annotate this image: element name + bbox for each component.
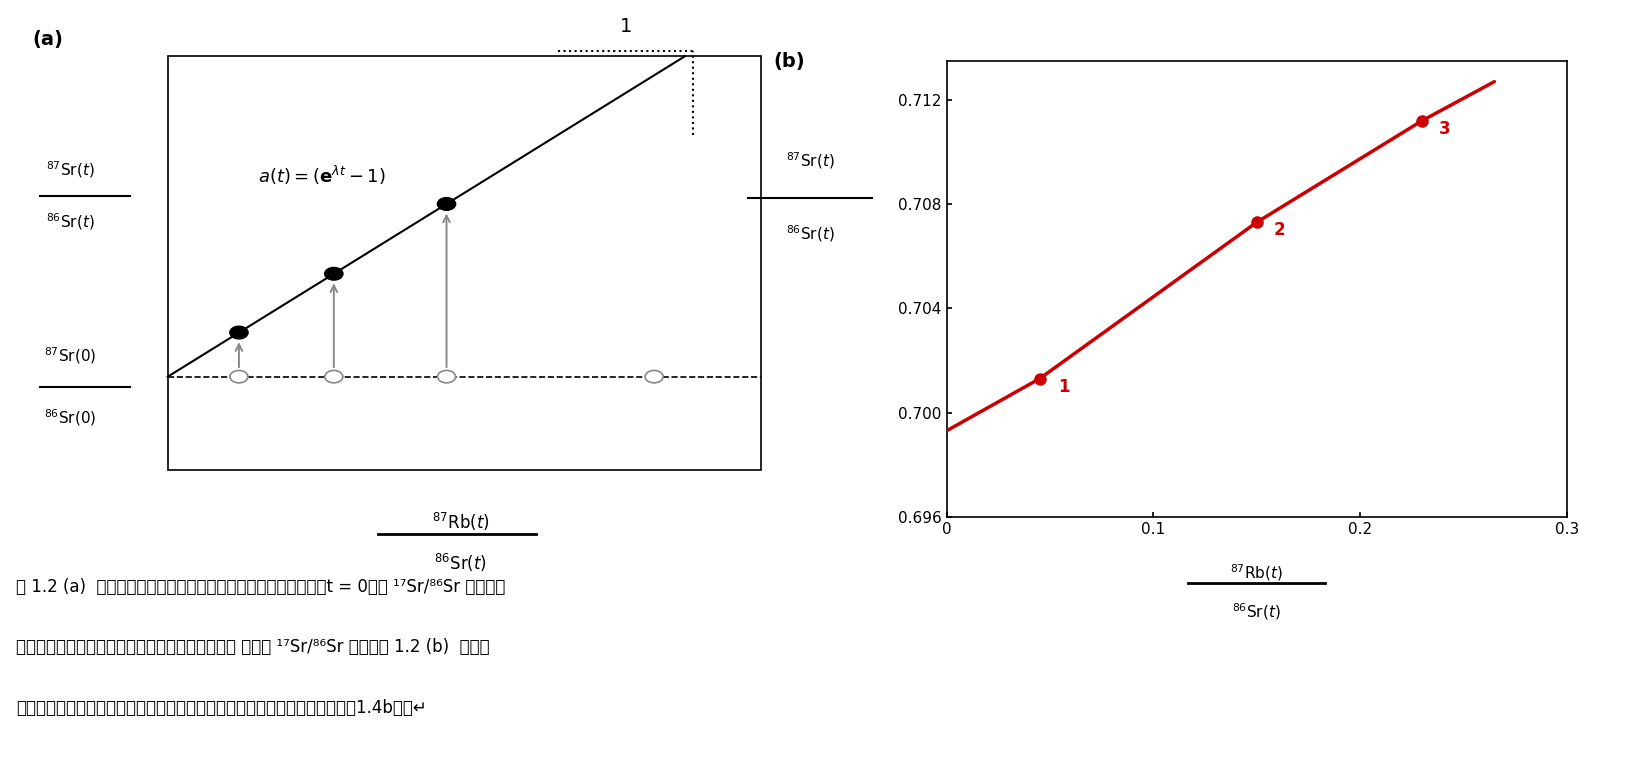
Circle shape	[437, 370, 455, 383]
Circle shape	[325, 268, 343, 280]
Text: 图 1.2 (a)  空心圆圈表示不同的矿物质样品开始结晶时（设时间t = 0）， ¹⁷Sr/⁸⁶Sr 的比值；: 图 1.2 (a) 空心圆圈表示不同的矿物质样品开始结晶时（设时间t = 0），…	[16, 578, 506, 596]
Text: $^{86}$Sr$(0)$: $^{86}$Sr$(0)$	[44, 407, 96, 429]
Text: $a(t) = (\mathbf{e}^{\lambda t}-1)$: $a(t) = (\mathbf{e}^{\lambda t}-1)$	[258, 163, 385, 187]
Circle shape	[230, 370, 248, 383]
Text: 实心圆圈表示不同的矿物质样品经过很长时间后， 目前的 ¹⁷Sr/⁸⁶Sr 比值。图 1.2 (b)  在同一: 实心圆圈表示不同的矿物质样品经过很长时间后， 目前的 ¹⁷Sr/⁸⁶Sr 比值。…	[16, 638, 490, 657]
Circle shape	[645, 370, 663, 383]
Text: $^{87}$Sr$(t)$: $^{87}$Sr$(t)$	[46, 160, 95, 180]
Circle shape	[325, 370, 343, 383]
Text: 1: 1	[1058, 378, 1069, 395]
Text: $^{87}$Rb$(t)$: $^{87}$Rb$(t)$	[1231, 562, 1283, 583]
Text: 3: 3	[1438, 119, 1451, 138]
Text: $^{86}$Sr$(t)$: $^{86}$Sr$(t)$	[46, 211, 95, 232]
Circle shape	[230, 326, 248, 339]
Text: 2: 2	[1273, 221, 1284, 239]
Text: $^{87}$Sr$(t)$: $^{87}$Sr$(t)$	[785, 150, 834, 172]
Text: 1: 1	[620, 17, 632, 36]
Text: $^{87}$Rb$(t)$: $^{87}$Rb$(t)$	[432, 511, 490, 533]
Text: (b): (b)	[774, 52, 805, 71]
Text: $^{86}$Sr$(t)$: $^{86}$Sr$(t)$	[785, 223, 834, 245]
Text: 个陨石中取出的三个不同的矿物质样品的等时线（等时线的定义可以参见问题1.4b）。↵: 个陨石中取出的三个不同的矿物质样品的等时线（等时线的定义可以参见问题1.4b）。…	[16, 699, 428, 717]
Text: $^{86}$Sr$(t)$: $^{86}$Sr$(t)$	[434, 553, 486, 575]
Bar	[168, 56, 761, 470]
Text: (a): (a)	[33, 30, 64, 49]
Text: $^{86}$Sr$(t)$: $^{86}$Sr$(t)$	[1232, 601, 1281, 622]
Text: $^{87}$Sr$(0)$: $^{87}$Sr$(0)$	[44, 346, 96, 366]
Circle shape	[437, 198, 455, 211]
